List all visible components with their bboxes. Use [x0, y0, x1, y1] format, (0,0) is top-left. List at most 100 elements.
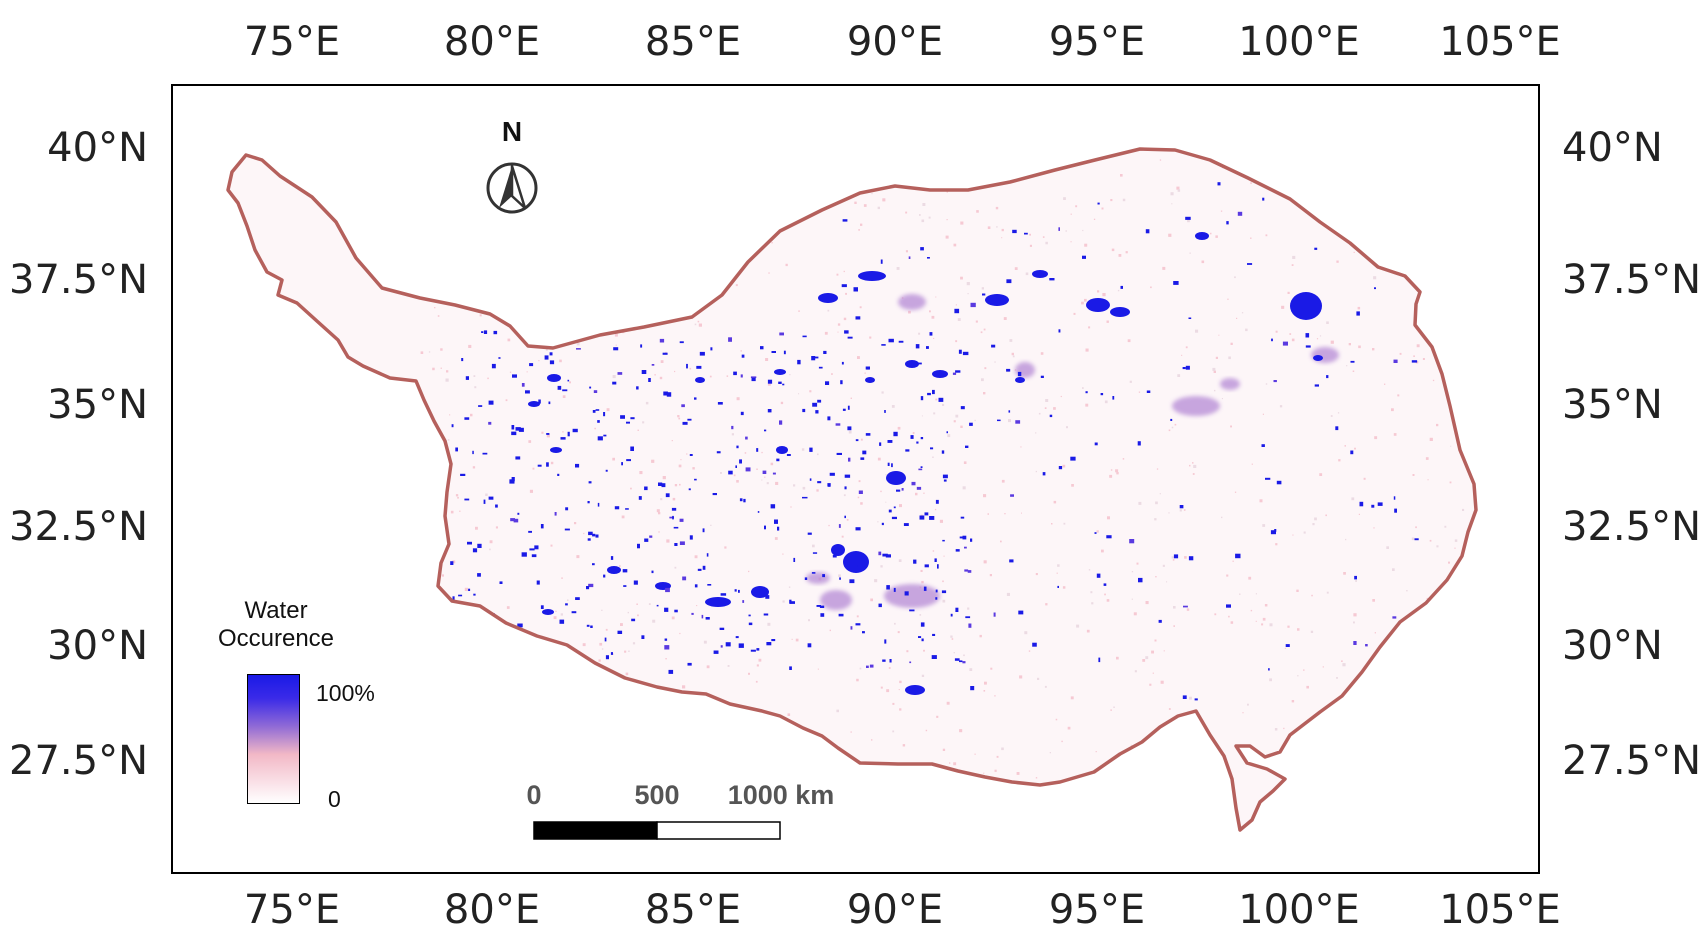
lake-pixel	[468, 588, 471, 591]
lake-pixel	[1179, 505, 1184, 509]
lake-pixel	[881, 522, 884, 526]
water-pixel-low	[1001, 747, 1004, 751]
water-pixel-low	[1210, 232, 1212, 235]
water-pixel-low	[1096, 530, 1099, 533]
water-pixel-low	[555, 610, 557, 612]
water-pixel-low	[1122, 458, 1125, 460]
water-pixel-low	[662, 476, 666, 480]
water-pixel-low	[571, 284, 574, 287]
water-pixel-low	[1062, 464, 1066, 468]
water-pixel-low	[969, 668, 973, 671]
lake-pixel	[815, 410, 819, 414]
lake-pixel	[531, 554, 537, 558]
water-pixel-low	[1028, 650, 1031, 652]
water-pixel-low	[1247, 703, 1249, 706]
water-pixel-low	[1150, 286, 1152, 289]
water-pixel-low	[615, 344, 617, 346]
water-pixel-low	[950, 635, 953, 638]
water-pixel-low	[983, 328, 986, 331]
water-pixel-low	[434, 307, 436, 309]
lake	[932, 370, 948, 378]
water-pixel-low	[735, 284, 738, 287]
lake-pixel	[885, 554, 891, 558]
water-pixel-low	[1127, 783, 1130, 786]
lon-tick-top-105: 105°E	[1439, 19, 1561, 65]
lake-pixel	[855, 527, 861, 531]
lake	[547, 374, 561, 382]
lake-pixel	[519, 642, 521, 646]
lake-pixel	[625, 508, 629, 510]
water-pixel-low	[1336, 677, 1338, 679]
water-pixel-low	[671, 440, 673, 442]
lake-pixel	[543, 648, 547, 651]
water-pixel-low	[939, 519, 943, 523]
water-pixel-low	[744, 452, 747, 454]
lake-pixel	[919, 515, 925, 520]
water-pixel-low	[990, 667, 993, 670]
lake-pixel	[955, 607, 959, 612]
water-pixel-low	[974, 753, 976, 755]
water-pixel-low	[660, 360, 664, 363]
lake-pixel	[1085, 391, 1088, 394]
lake-pixel	[476, 622, 479, 626]
water-pixel-low	[501, 724, 504, 727]
water-pixel-low	[1297, 628, 1300, 631]
lake-pixel	[648, 378, 651, 382]
lake-pixel	[549, 655, 552, 658]
lake-pixel	[694, 397, 697, 400]
water-pixel-low	[785, 263, 788, 267]
lake-pixel	[464, 417, 470, 420]
lake-pixel	[903, 523, 909, 526]
water-pixel-low	[1097, 290, 1100, 293]
lake-pixel	[934, 558, 937, 562]
water-pixel-low	[614, 333, 618, 337]
lake	[1015, 377, 1025, 383]
lake-pixel	[862, 631, 865, 634]
water-pixel-low	[880, 490, 882, 493]
lake-pixel	[587, 538, 591, 541]
lake-pixel	[688, 488, 691, 491]
water-pixel-low	[1215, 235, 1218, 238]
water-pixel-low	[962, 486, 966, 490]
water-pixel-low	[864, 372, 866, 374]
water-pixel-low	[428, 508, 431, 511]
water-pixel-low	[1440, 360, 1442, 362]
lake-pixel	[844, 515, 846, 519]
water-pixel-low	[470, 413, 473, 417]
water-pixel-low	[1358, 345, 1361, 349]
lake-pixel	[878, 603, 882, 608]
lake-pixel	[658, 482, 663, 486]
lake-pixel	[878, 551, 882, 556]
water-pixel-low	[898, 559, 902, 562]
lake-pixel	[770, 504, 776, 509]
lon-tick-top-75: 75°E	[243, 19, 341, 65]
water-pixel-low	[1400, 151, 1403, 154]
water-pixel-low	[567, 599, 569, 601]
lake-pixel	[481, 619, 483, 622]
water-pixel-low	[899, 708, 902, 711]
water-pixel-low	[919, 614, 922, 616]
water-pixel-low	[976, 210, 979, 213]
water-pixel-low	[1214, 389, 1216, 392]
lake-pixel	[603, 434, 607, 437]
lake-pixel	[626, 421, 630, 424]
water-pixel-low	[445, 248, 449, 252]
lake-pixel	[451, 424, 454, 428]
water-pixel-low	[1417, 151, 1420, 153]
water-pixel-low	[498, 642, 501, 645]
water-pixel-low	[765, 358, 769, 361]
water-pixel-low	[1201, 260, 1205, 264]
lake-pixel	[952, 372, 957, 375]
lake-pixel	[548, 401, 551, 405]
lake	[550, 447, 562, 453]
water-pixel-low	[1029, 233, 1031, 236]
water-pixel-low	[748, 570, 750, 573]
water-pixel-low	[507, 664, 510, 666]
water-pixel-low	[946, 191, 948, 193]
lake-pixel	[666, 392, 672, 397]
lake-pixel	[1282, 341, 1288, 346]
water-pixel-low	[767, 622, 771, 626]
lake-pixel	[557, 473, 560, 476]
water-pixel-low	[880, 565, 883, 568]
lake-pixel	[1217, 182, 1221, 186]
